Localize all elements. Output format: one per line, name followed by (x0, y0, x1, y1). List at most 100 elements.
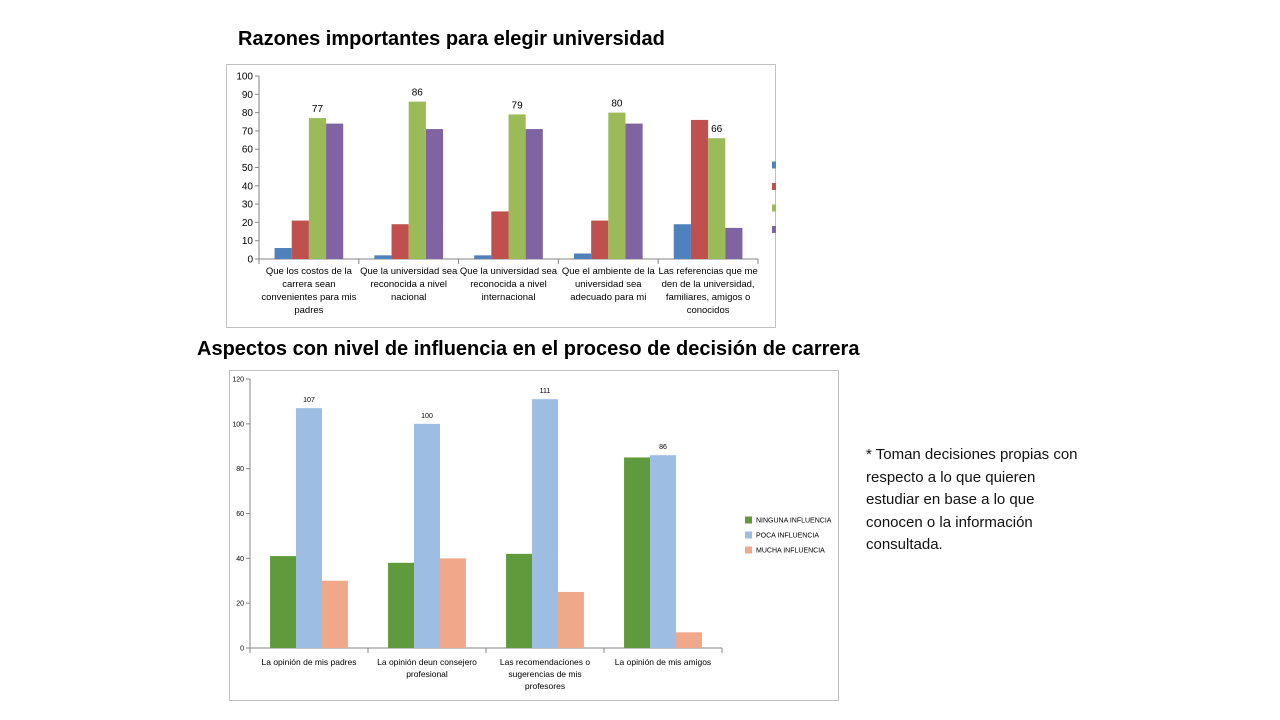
undefined-y-tick-label: 0 (247, 255, 253, 266)
undefined-category-label: carrera sean (282, 279, 335, 290)
undefined-y-tick-label: 70 (242, 126, 254, 137)
undefined-category-label: La opinión de mis amigos (615, 657, 711, 667)
influence-bar-chart: 0 20 40 60 80 100 120 107 100 111 86 La opinión de … (229, 370, 839, 701)
undefined-bar (708, 138, 726, 259)
undefined-category-label: convenientes para mis (261, 292, 356, 303)
importance-bar-chart: 0 10 20 30 40 50 60 70 80 90 100 77 86 79 80 66 Que los … (226, 64, 776, 328)
undefined-category-label: sugerencias de mis (508, 669, 581, 679)
undefined-y-tick-label: 60 (242, 145, 254, 156)
undefined-y-tick-label: 40 (236, 556, 244, 563)
undefined-bar (725, 227, 743, 259)
undefined-category-label: Que los costos de la (266, 266, 353, 277)
undefined-data-label: 86 (412, 88, 424, 99)
undefined-bar (532, 399, 558, 648)
undefined-category-label: padres (294, 305, 323, 316)
undefined-data-label: 100 (421, 413, 433, 420)
undefined-bar (474, 255, 492, 259)
undefined-bar (508, 114, 526, 260)
undefined-bar (321, 580, 348, 648)
undefined-bar (690, 119, 709, 259)
undefined-bar (624, 457, 651, 648)
undefined-category-label: profesores (525, 681, 565, 691)
undefined-bar (625, 123, 643, 259)
undefined-bar (270, 556, 297, 648)
undefined-legend-swatch (772, 161, 776, 169)
undefined-legend-swatch (745, 516, 752, 524)
undefined-y-tick-label: 100 (236, 72, 253, 83)
undefined-data-label: 79 (512, 100, 524, 111)
undefined-bar (525, 129, 543, 259)
undefined-legend-label: MUCHA INFLUENCIA (756, 547, 825, 554)
undefined-y-tick-label: 120 (232, 376, 244, 383)
undefined-bar (439, 558, 466, 648)
undefined-category-label: Que la universidad sea (360, 266, 458, 277)
undefined-legend-label: NINGUNA INFLUENCIA (756, 517, 832, 524)
undefined-bar (308, 118, 327, 259)
undefined-y-tick-label: 10 (242, 236, 254, 247)
undefined-data-label: 107 (303, 397, 315, 404)
undefined-category-label: nacional (391, 292, 426, 303)
undefined-y-tick-label: 80 (242, 108, 254, 119)
undefined-category-label: La opinión deun consejero (377, 657, 477, 667)
undefined-bar (374, 255, 392, 259)
undefined-bar (591, 220, 609, 259)
undefined-legend-swatch (745, 531, 752, 539)
undefined-bar (274, 248, 292, 259)
undefined-bar (414, 423, 440, 648)
undefined-bar (408, 101, 426, 259)
undefined-bar (388, 562, 415, 648)
undefined-category-label: familiares, amigos o (666, 292, 750, 303)
undefined-data-label: 86 (659, 444, 667, 451)
undefined-y-tick-label: 100 (232, 421, 244, 428)
undefined-y-tick-label: 20 (242, 218, 254, 229)
undefined-category-label: den de la universidad, (662, 279, 755, 290)
undefined-bar (291, 220, 309, 259)
undefined-legend-swatch (772, 204, 776, 212)
undefined-category-label: Las referencias que me (658, 266, 757, 277)
undefined-y-tick-label: 40 (242, 181, 254, 192)
undefined-data-label: 111 (540, 388, 551, 395)
undefined-y-tick-label: 0 (240, 645, 244, 652)
undefined-bar (675, 632, 702, 648)
undefined-legend-swatch (745, 546, 752, 554)
undefined-bar (573, 253, 592, 259)
undefined-bar (326, 123, 344, 259)
undefined-data-label: 66 (711, 124, 723, 135)
undefined-frame (229, 370, 839, 701)
undefined-category-label: internacional (482, 292, 536, 303)
undefined-bar (650, 455, 676, 648)
conclusion-note: * Toman decisiones propias con respecto … (866, 446, 1078, 553)
undefined-category-label: Las recomendaciones o (500, 657, 591, 667)
undefined-category-label: conocidos (687, 305, 730, 316)
undefined-category-label: reconocida a nivel (370, 279, 447, 290)
undefined-bar (491, 211, 509, 259)
chart2-title: Aspectos con nivel de influencia en el p… (197, 338, 860, 360)
undefined-category-label: adecuado para mi (570, 292, 646, 303)
undefined-y-tick-label: 30 (242, 200, 254, 211)
undefined-legend-label: POCA INFLUENCIA (756, 532, 819, 539)
undefined-category-label: Que el ambiente de la (562, 266, 656, 277)
undefined-y-tick-label: 20 (236, 601, 244, 608)
undefined-bar (608, 112, 626, 259)
undefined-data-label: 80 (611, 99, 623, 110)
undefined-data-label: 77 (312, 104, 324, 115)
undefined-frame (226, 64, 776, 328)
undefined-y-tick-label: 50 (242, 163, 254, 174)
undefined-category-label: reconocida a nivel (470, 279, 547, 290)
undefined-bar (425, 129, 444, 259)
undefined-y-tick-label: 90 (242, 90, 254, 101)
undefined-category-label: Que la universidad sea (460, 266, 558, 277)
undefined-legend-swatch (772, 183, 776, 190)
undefined-bar (673, 224, 691, 259)
undefined-bar (506, 553, 533, 648)
undefined-bar (391, 224, 409, 259)
undefined-y-tick-label: 60 (236, 511, 244, 518)
undefined-category-label: universidad sea (575, 279, 642, 290)
undefined-y-tick-label: 80 (236, 466, 244, 473)
undefined-legend-swatch (772, 226, 776, 233)
undefined-category-label: profesional (406, 669, 448, 679)
chart1-title: Razones importantes para elegir universi… (238, 28, 665, 50)
undefined-bar (296, 408, 322, 648)
undefined-bar (557, 591, 584, 648)
undefined-category-label: La opinión de mis padres (262, 657, 357, 667)
